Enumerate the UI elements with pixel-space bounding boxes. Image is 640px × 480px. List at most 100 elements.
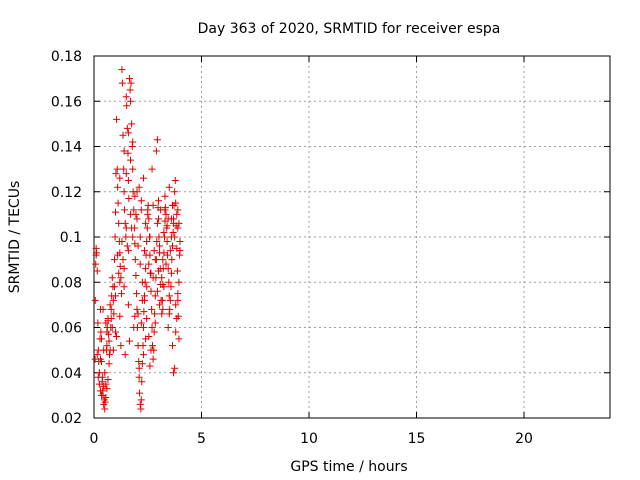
data-point [112, 292, 119, 300]
data-point [108, 274, 116, 282]
data-point [143, 238, 151, 246]
data-point [147, 346, 155, 354]
data-point [174, 296, 182, 304]
data-points [91, 66, 184, 413]
data-point [131, 256, 139, 264]
data-point [153, 136, 161, 144]
data-point [103, 342, 111, 350]
data-point [155, 197, 162, 205]
data-point [112, 170, 120, 178]
data-point [117, 274, 125, 282]
data-point [123, 242, 131, 250]
data-point [165, 310, 173, 318]
data-point [151, 292, 159, 300]
data-point [171, 364, 179, 372]
data-point [103, 328, 111, 336]
data-point [142, 265, 150, 273]
data-point [153, 287, 161, 295]
data-point [147, 269, 155, 277]
data-point [109, 296, 117, 304]
data-point [162, 260, 170, 268]
y-tick-label: 0.04 [51, 366, 82, 382]
data-point [98, 335, 106, 343]
data-point [113, 165, 121, 173]
data-point [136, 389, 144, 397]
y-tick-labels: 0.02 0.04 0.06 0.08 0.1 0.12 0.14 0.16 0.18 [51, 49, 82, 427]
data-point [91, 296, 99, 304]
data-point [135, 183, 143, 191]
data-point [164, 265, 172, 273]
data-point [170, 369, 178, 377]
data-point [112, 208, 119, 216]
data-point [138, 278, 146, 286]
data-point [129, 233, 137, 241]
data-point [114, 251, 122, 259]
data-point [139, 174, 147, 182]
data-point [107, 305, 115, 313]
data-point [128, 120, 136, 128]
data-point [133, 215, 141, 223]
data-point [152, 147, 160, 155]
data-point [118, 79, 126, 87]
data-point [99, 305, 107, 313]
data-point [92, 251, 100, 259]
data-point [171, 176, 179, 184]
data-point [137, 405, 145, 413]
data-point [156, 242, 164, 250]
data-point [145, 215, 153, 223]
data-point [102, 319, 110, 327]
data-point [116, 312, 124, 320]
data-point [122, 233, 130, 241]
data-point [142, 219, 150, 227]
data-point [115, 219, 123, 227]
data-point [143, 224, 151, 232]
data-point [163, 222, 171, 230]
data-point [118, 238, 126, 246]
data-point [171, 233, 179, 241]
data-point [133, 305, 141, 313]
data-point [172, 328, 180, 336]
data-point [129, 165, 137, 173]
data-point [160, 283, 168, 291]
data-point [102, 394, 110, 402]
data-point [121, 206, 129, 214]
data-point [120, 265, 128, 273]
data-point [174, 206, 182, 214]
data-point [167, 283, 175, 291]
data-point [150, 247, 158, 255]
data-point [137, 396, 145, 404]
data-point [159, 305, 167, 313]
data-point [110, 283, 118, 291]
data-point [169, 228, 177, 236]
data-point [93, 267, 101, 275]
data-point [130, 206, 138, 214]
data-point [146, 233, 154, 241]
data-point [98, 391, 106, 399]
data-point [110, 256, 118, 264]
x-tick-label: 10 [300, 431, 318, 447]
data-point [119, 256, 127, 264]
data-point [134, 310, 142, 318]
data-point [112, 328, 119, 336]
data-point [161, 192, 169, 200]
data-point [100, 400, 108, 408]
data-point [166, 296, 174, 304]
data-point [120, 147, 128, 155]
data-point [172, 301, 180, 309]
data-point [160, 249, 168, 257]
data-point [174, 290, 182, 298]
data-point [165, 278, 173, 286]
data-point [137, 197, 145, 205]
data-point [121, 351, 129, 359]
data-point [100, 346, 108, 354]
data-point [165, 292, 173, 300]
data-point [155, 267, 162, 275]
data-point [147, 287, 155, 295]
data-point [124, 247, 132, 255]
data-point [139, 342, 147, 350]
data-point [148, 324, 156, 331]
chart-title: Day 363 of 2020, SRMTID for receiver esp… [198, 21, 501, 37]
data-point [131, 192, 139, 200]
data-point [156, 301, 164, 309]
data-point [94, 373, 102, 381]
